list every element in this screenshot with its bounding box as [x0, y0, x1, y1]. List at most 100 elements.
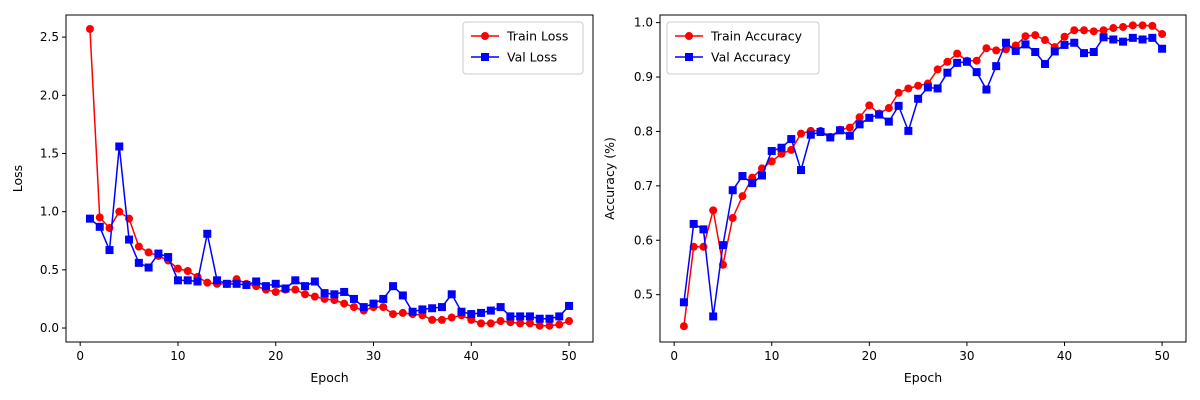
- data-point: [738, 192, 747, 201]
- data-point: [1148, 21, 1157, 30]
- data-point: [1109, 35, 1118, 44]
- data-point: [845, 123, 854, 132]
- series-train-accuracy: [679, 21, 1167, 331]
- legend-marker: [481, 32, 489, 40]
- x-tick-label: 50: [1154, 349, 1169, 363]
- y-tick-label: 0.7: [634, 179, 653, 193]
- data-point: [914, 81, 923, 90]
- y-tick-label: 0.9: [634, 70, 653, 84]
- data-point: [1060, 40, 1069, 49]
- data-point: [271, 279, 280, 288]
- data-point: [777, 143, 786, 152]
- data-point: [291, 276, 300, 285]
- data-point: [836, 126, 845, 135]
- data-point: [982, 85, 991, 94]
- data-point: [310, 277, 319, 286]
- data-point: [1099, 26, 1108, 35]
- data-point: [398, 308, 407, 317]
- data-point: [953, 58, 962, 67]
- data-point: [1138, 21, 1147, 30]
- accuracy-x-axis-label: Epoch: [904, 370, 942, 385]
- data-point: [496, 317, 505, 326]
- data-point: [330, 290, 339, 299]
- data-point: [933, 65, 942, 74]
- data-point: [884, 117, 893, 126]
- data-point: [855, 113, 864, 122]
- data-point: [437, 303, 446, 312]
- data-point: [545, 321, 554, 330]
- loss-legend: Train Loss Val Loss: [462, 21, 584, 75]
- data-point: [477, 319, 486, 328]
- data-point: [1021, 32, 1030, 41]
- data-point: [545, 314, 554, 323]
- data-point: [972, 56, 981, 65]
- data-point: [1089, 27, 1098, 36]
- data-point: [203, 278, 212, 287]
- data-point: [428, 315, 437, 324]
- data-point: [164, 253, 173, 262]
- data-point: [1031, 47, 1040, 56]
- data-point: [1158, 30, 1167, 39]
- data-point: [894, 88, 903, 97]
- data-point: [787, 135, 796, 144]
- loss-chart: 0 10 20 30 40 50 0.0 0.5 1.0 1.5 2.0 2.5 Epoch Loss Tr…: [10, 14, 594, 385]
- data-point: [418, 305, 427, 314]
- y-tick-label: 0.5: [40, 263, 59, 277]
- data-point: [1080, 26, 1089, 35]
- data-point: [173, 264, 182, 273]
- data-point: [728, 213, 737, 222]
- data-point: [183, 267, 192, 276]
- data-point: [115, 207, 124, 216]
- data-point: [565, 301, 574, 310]
- x-tick-label: 20: [862, 349, 877, 363]
- data-point: [389, 282, 398, 291]
- data-point: [1128, 33, 1137, 42]
- data-point: [301, 282, 310, 291]
- data-point: [933, 84, 942, 93]
- data-point: [232, 279, 241, 288]
- x-tick-label: 40: [464, 349, 479, 363]
- data-point: [865, 113, 874, 122]
- legend-entry: Val Accuracy: [711, 50, 791, 65]
- data-point: [125, 235, 134, 244]
- data-point: [359, 303, 368, 312]
- legend-marker: [685, 32, 693, 40]
- series-val-accuracy: [679, 33, 1167, 321]
- x-tick-label: 30: [959, 349, 974, 363]
- data-point: [826, 133, 835, 142]
- y-tick-label: 0.5: [634, 288, 653, 302]
- data-point: [369, 299, 378, 308]
- x-tick-label: 40: [1057, 349, 1072, 363]
- data-point: [865, 101, 874, 110]
- data-point: [718, 241, 727, 250]
- data-point: [486, 306, 495, 315]
- data-point: [1031, 31, 1040, 40]
- data-point: [1070, 38, 1079, 47]
- data-point: [1119, 37, 1128, 46]
- data-point: [281, 284, 290, 293]
- data-point: [85, 214, 94, 223]
- data-point: [1089, 47, 1098, 56]
- loss-y-axis-label: Loss: [10, 165, 25, 192]
- data-point: [816, 127, 825, 136]
- data-point: [183, 276, 192, 285]
- data-point: [904, 126, 913, 135]
- y-tick-label: 1.5: [40, 146, 59, 160]
- data-point: [389, 310, 398, 319]
- data-point: [923, 83, 932, 92]
- y-tick-label: 0.8: [634, 124, 653, 138]
- data-point: [982, 44, 991, 53]
- data-point: [884, 104, 893, 113]
- data-point: [797, 129, 806, 138]
- data-point: [349, 294, 358, 303]
- data-point: [340, 287, 349, 296]
- data-point: [271, 287, 280, 296]
- data-point: [428, 304, 437, 313]
- data-point: [904, 84, 913, 93]
- data-point: [806, 130, 815, 139]
- data-point: [95, 213, 104, 222]
- data-point: [115, 142, 124, 151]
- data-point: [679, 298, 688, 307]
- y-tick-label: 0.6: [634, 233, 653, 247]
